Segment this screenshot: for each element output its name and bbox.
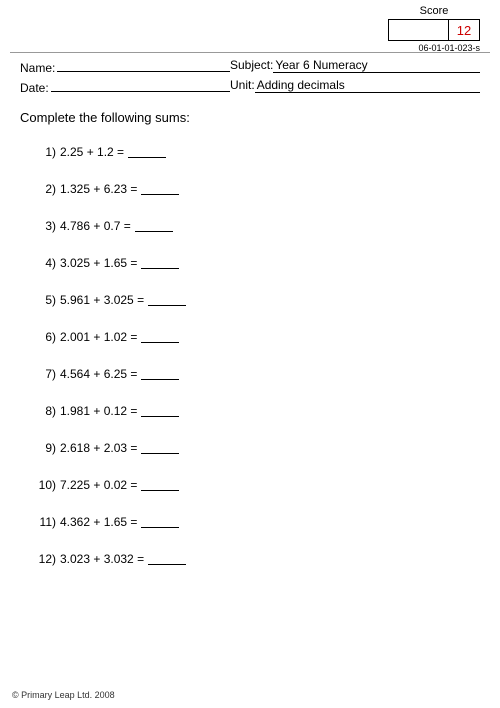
header-fields: Name: Subject: Year 6 Numeracy Date: Uni… xyxy=(20,58,480,98)
problem-number: 1) xyxy=(34,145,56,159)
answer-blank xyxy=(141,379,179,380)
answer-blank xyxy=(141,453,179,454)
problem-expression: 2.25 + 1.2 = xyxy=(60,145,124,159)
score-box: 12 xyxy=(388,19,480,41)
unit-value: Adding decimals xyxy=(255,78,480,93)
problem-expression: 2.618 + 2.03 = xyxy=(60,441,137,455)
problem-row: 11) 4.362 + 1.65 = xyxy=(34,515,186,529)
field-row-2: Date: Unit: Adding decimals xyxy=(20,78,480,95)
answer-blank xyxy=(148,564,186,565)
problem-row: 6) 2.001 + 1.02 = xyxy=(34,330,186,344)
header-divider xyxy=(10,52,490,53)
copyright-footer: © Primary Leap Ltd. 2008 xyxy=(12,690,115,700)
problem-expression: 7.225 + 0.02 = xyxy=(60,478,137,492)
subject-value: Year 6 Numeracy xyxy=(273,58,480,73)
answer-blank xyxy=(141,342,179,343)
problem-number: 2) xyxy=(34,182,56,196)
subject-field: Subject: Year 6 Numeracy xyxy=(230,58,480,75)
score-area: Score 12 06-01-01-023-s xyxy=(388,5,480,53)
answer-blank xyxy=(148,305,186,306)
problem-expression: 3.023 + 3.032 = xyxy=(60,552,144,566)
answer-blank xyxy=(141,268,179,269)
answer-blank xyxy=(141,416,179,417)
problem-number: 3) xyxy=(34,219,56,233)
problem-row: 7) 4.564 + 6.25 = xyxy=(34,367,186,381)
name-line xyxy=(57,58,230,72)
problem-number: 4) xyxy=(34,256,56,270)
problem-row: 5) 5.961 + 3.025 = xyxy=(34,293,186,307)
problem-row: 2) 1.325 + 6.23 = xyxy=(34,182,186,196)
problem-number: 11) xyxy=(34,515,56,529)
problem-row: 3) 4.786 + 0.7 = xyxy=(34,219,186,233)
instruction-text: Complete the following sums: xyxy=(20,110,190,125)
score-box-left xyxy=(389,20,449,40)
problem-number: 6) xyxy=(34,330,56,344)
score-value: 12 xyxy=(449,20,479,40)
answer-blank xyxy=(128,157,166,158)
subject-label: Subject: xyxy=(230,58,273,72)
answer-blank xyxy=(141,490,179,491)
date-label: Date: xyxy=(20,81,49,95)
problem-expression: 3.025 + 1.65 = xyxy=(60,256,137,270)
problem-expression: 1.981 + 0.12 = xyxy=(60,404,137,418)
problem-expression: 4.564 + 6.25 = xyxy=(60,367,137,381)
problem-row: 4) 3.025 + 1.65 = xyxy=(34,256,186,270)
problem-number: 5) xyxy=(34,293,56,307)
name-field: Name: xyxy=(20,58,230,75)
problem-number: 9) xyxy=(34,441,56,455)
problem-expression: 2.001 + 1.02 = xyxy=(60,330,137,344)
problem-number: 8) xyxy=(34,404,56,418)
name-label: Name: xyxy=(20,61,55,75)
problem-number: 10) xyxy=(34,478,56,492)
date-field: Date: xyxy=(20,78,230,95)
problem-row: 9) 2.618 + 2.03 = xyxy=(34,441,186,455)
problem-expression: 5.961 + 3.025 = xyxy=(60,293,144,307)
answer-blank xyxy=(135,231,173,232)
problem-expression: 1.325 + 6.23 = xyxy=(60,182,137,196)
problem-number: 12) xyxy=(34,552,56,566)
answer-blank xyxy=(141,527,179,528)
unit-label: Unit: xyxy=(230,78,255,92)
problem-row: 8) 1.981 + 0.12 = xyxy=(34,404,186,418)
answer-blank xyxy=(141,194,179,195)
problem-number: 7) xyxy=(34,367,56,381)
problem-expression: 4.362 + 1.65 = xyxy=(60,515,137,529)
problems-list: 1) 2.25 + 1.2 = 2) 1.325 + 6.23 = 3) 4.786 + … xyxy=(34,145,186,589)
field-row-1: Name: Subject: Year 6 Numeracy xyxy=(20,58,480,75)
date-line xyxy=(51,78,230,92)
problem-row: 12) 3.023 + 3.032 = xyxy=(34,552,186,566)
problem-row: 10) 7.225 + 0.02 = xyxy=(34,478,186,492)
unit-field: Unit: Adding decimals xyxy=(230,78,480,95)
problem-row: 1) 2.25 + 1.2 = xyxy=(34,145,186,159)
score-label: Score xyxy=(388,5,480,17)
problem-expression: 4.786 + 0.7 = xyxy=(60,219,131,233)
